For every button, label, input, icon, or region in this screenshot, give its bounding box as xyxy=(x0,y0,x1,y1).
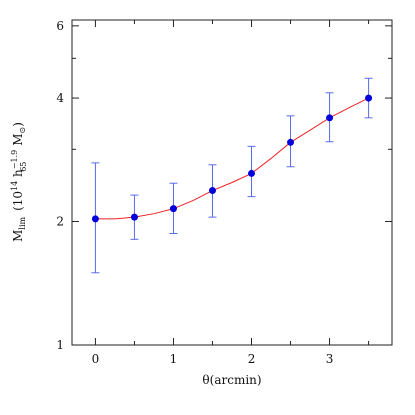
y-tick-label: 1 xyxy=(56,338,64,352)
x-axis-title: θ(arcmin) xyxy=(202,373,261,387)
ylabel-msun: M xyxy=(11,133,25,149)
plot-frame xyxy=(71,19,393,346)
x-tick-label: 1 xyxy=(170,352,178,366)
axis-ticks: 0 1 2 3 1 2 4 6 xyxy=(56,19,392,366)
ylabel-h-sup: −1.9 xyxy=(10,150,19,169)
x-tick-label: 0 xyxy=(92,352,100,366)
ylabel-h-sub: 65 xyxy=(19,162,28,172)
data-point xyxy=(287,138,295,146)
data-point xyxy=(91,215,99,223)
ylabel-h: h xyxy=(11,169,25,181)
y-tick-label: 2 xyxy=(56,215,64,229)
fit-curve xyxy=(95,97,369,220)
y-axis-title: Mlim(1014 h−1.965 M⊙) xyxy=(10,122,28,242)
y-tick-label: 4 xyxy=(56,91,64,105)
data-point xyxy=(169,205,177,213)
ylabel-paren-close: ) xyxy=(11,122,25,127)
ylabel-main-sub: lim xyxy=(18,216,27,229)
data-points-layer xyxy=(91,77,373,274)
data-point xyxy=(365,94,373,102)
svg-text:Mlim(1014 h−1.965 M⊙): Mlim(1014 h−1.965 M⊙) xyxy=(10,122,28,242)
ylabel-paren-open: (10 xyxy=(11,191,25,211)
fit-curve-layer xyxy=(95,97,369,220)
x-tick-label: 2 xyxy=(248,352,256,366)
data-point xyxy=(248,169,256,177)
ylabel-main: M xyxy=(11,230,25,242)
data-point xyxy=(326,114,334,122)
y-tick-label: 6 xyxy=(56,19,64,33)
x-tick-label: 3 xyxy=(326,352,334,366)
data-point xyxy=(208,187,216,195)
ylabel-exp14: 14 xyxy=(10,181,19,191)
data-point xyxy=(130,213,138,221)
ylabel-msun-sub: ⊙ xyxy=(18,127,27,134)
